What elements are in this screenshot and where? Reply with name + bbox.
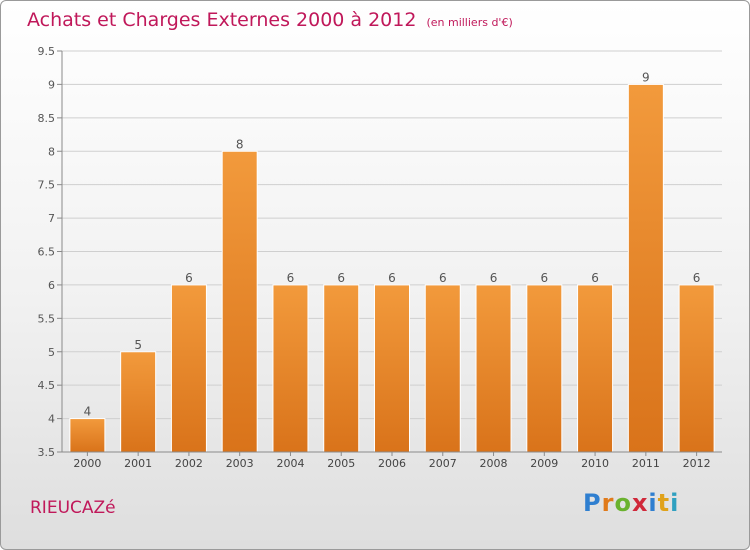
x-tick-label: 2006 xyxy=(378,457,406,470)
y-tick-label: 7.5 xyxy=(38,179,56,192)
data-label: 5 xyxy=(134,338,142,352)
x-tick-label: 2007 xyxy=(429,457,457,470)
logo-letter: t xyxy=(657,489,671,517)
bar[interactable] xyxy=(526,284,563,453)
logo-letter: r xyxy=(601,489,615,517)
y-tick-label: 5 xyxy=(48,346,55,359)
data-label: 9 xyxy=(642,70,650,84)
x-tick-label: 2009 xyxy=(530,457,558,470)
bar[interactable] xyxy=(424,284,461,453)
logo-letter: i xyxy=(648,489,658,517)
x-tick-label: 2003 xyxy=(226,457,254,470)
x-tick-label: 2010 xyxy=(581,457,609,470)
data-label: 6 xyxy=(287,271,295,285)
x-tick-label: 2008 xyxy=(480,457,508,470)
y-tick-label: 3.5 xyxy=(38,446,56,459)
commune-name: RIEUCAZé xyxy=(30,498,116,518)
bar[interactable] xyxy=(627,83,664,453)
data-label: 6 xyxy=(388,271,396,285)
data-label: 6 xyxy=(337,271,345,285)
bar[interactable] xyxy=(272,284,309,453)
data-label: 6 xyxy=(540,271,548,285)
data-label: 6 xyxy=(591,271,599,285)
data-label: 6 xyxy=(439,271,447,285)
bar[interactable] xyxy=(678,284,715,453)
x-tick-label: 2001 xyxy=(124,457,152,470)
y-tick-label: 4 xyxy=(48,413,55,426)
axes xyxy=(61,51,722,453)
chart-subtitle: (en milliers d'€) xyxy=(426,16,513,29)
y-tick-label: 6.5 xyxy=(38,246,56,259)
bar[interactable] xyxy=(120,351,157,453)
bar[interactable] xyxy=(374,284,410,453)
y-tick-label: 4.5 xyxy=(38,379,56,392)
y-tick-label: 9 xyxy=(48,78,55,91)
data-label: 6 xyxy=(490,271,498,285)
chart-title-text: Achats et Charges Externes 2000 à 2012 xyxy=(27,9,417,31)
bar[interactable] xyxy=(577,284,614,453)
bars xyxy=(69,83,715,453)
y-tick-label: 9.5 xyxy=(38,45,56,58)
x-tick-label: 2005 xyxy=(327,457,355,470)
x-tick-label: 2002 xyxy=(175,457,203,470)
x-tick-labels: 2000 2001 2002 2003 2004 2005 2006 2007 2008 2009… xyxy=(73,452,711,470)
logo-letter: P xyxy=(583,489,602,517)
x-tick-label: 2012 xyxy=(683,457,711,470)
bar[interactable] xyxy=(221,150,258,453)
logo-letter: i xyxy=(670,489,680,517)
bar[interactable] xyxy=(323,284,360,453)
bar[interactable] xyxy=(69,418,106,453)
data-label: 4 xyxy=(84,405,92,419)
chart-title: Achats et Charges Externes 2000 à 2012 (e… xyxy=(27,9,513,31)
logo-letter: x xyxy=(631,489,649,517)
y-tick-label: 8.5 xyxy=(38,112,56,125)
proxiti-logo[interactable]: Proxiti xyxy=(583,489,679,517)
y-tick-label: 5.5 xyxy=(38,312,56,325)
data-label: 6 xyxy=(693,271,701,285)
bar[interactable] xyxy=(475,284,512,453)
bar[interactable] xyxy=(170,284,207,453)
y-tick-label: 6 xyxy=(48,279,55,292)
y-tick-labels: 3.5 4 4.5 5 5.5 6 6.5 7 7.5 8 8.5 9 9.5 xyxy=(38,45,62,459)
data-label: 8 xyxy=(236,137,244,151)
data-label: 6 xyxy=(185,271,193,285)
y-tick-label: 7 xyxy=(48,212,55,225)
x-tick-label: 2000 xyxy=(73,457,101,470)
y-tick-label: 8 xyxy=(48,145,55,158)
x-tick-label: 2004 xyxy=(276,457,304,470)
data-labels: 4 5 6 8 6 6 6 6 6 6 6 9 6 xyxy=(84,70,701,418)
logo-letter: o xyxy=(614,489,632,517)
x-tick-label: 2011 xyxy=(632,457,660,470)
